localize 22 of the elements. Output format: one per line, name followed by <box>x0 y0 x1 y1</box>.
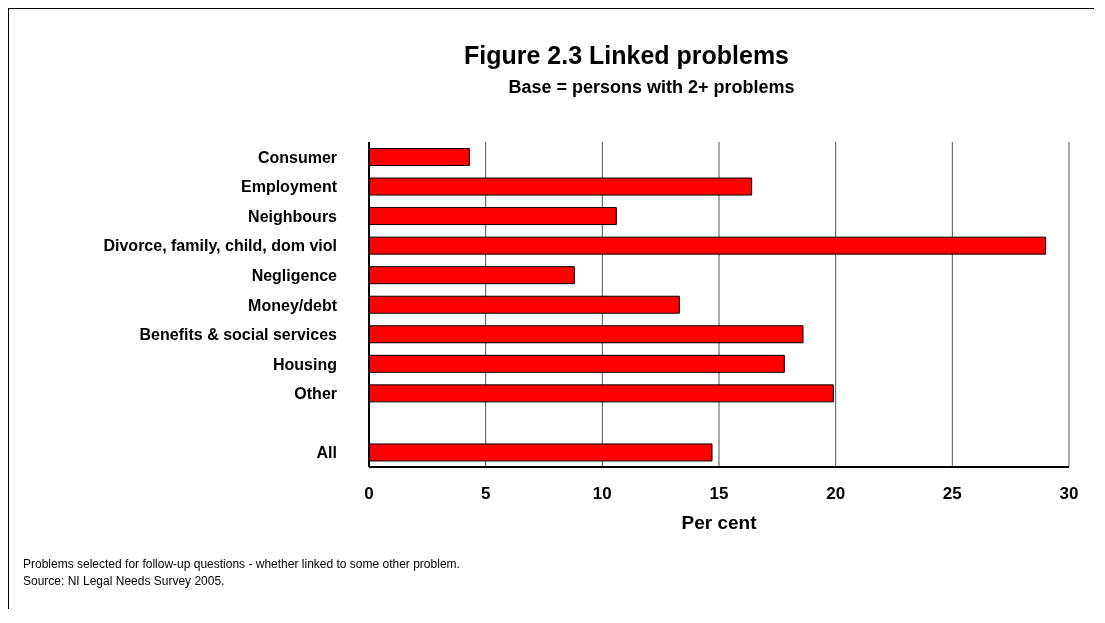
y-tick-label: Benefits & social services <box>139 326 338 344</box>
y-tick-label: All <box>316 444 337 462</box>
source-note: Source: NI Legal Needs Survey 2005. <box>23 574 225 588</box>
x-tick-label: 10 <box>592 484 612 504</box>
y-tick-label: Negligence <box>251 266 338 284</box>
x-tick-label: 25 <box>942 484 962 504</box>
x-tick-label: 15 <box>709 484 729 504</box>
x-tick-label: 5 <box>480 484 491 504</box>
text: Problems selected for follow-up questions - whether linked to some other problem. <box>23 557 460 571</box>
x-tick-label: 20 <box>826 484 846 504</box>
y-tick-label: Housing <box>273 355 337 373</box>
y-tick-label: Other <box>294 385 337 403</box>
x-tick-label: 0 <box>364 484 374 504</box>
x-axis-title: Per cent <box>681 512 758 533</box>
y-tick-label: Money/debt <box>248 296 338 314</box>
chart-subtitle: Base = persons with 2+ problems <box>507 77 796 98</box>
y-tick-label: Neighbours <box>248 207 338 225</box>
y-tick-label: Employment <box>240 178 338 196</box>
x-tick-label: 30 <box>1059 484 1079 504</box>
y-tick-label: Consumer <box>257 148 337 166</box>
chart-title: Figure 2.3 Linked problems <box>462 41 791 70</box>
y-tick-label: Divorce, family, child, dom viol <box>103 237 337 255</box>
